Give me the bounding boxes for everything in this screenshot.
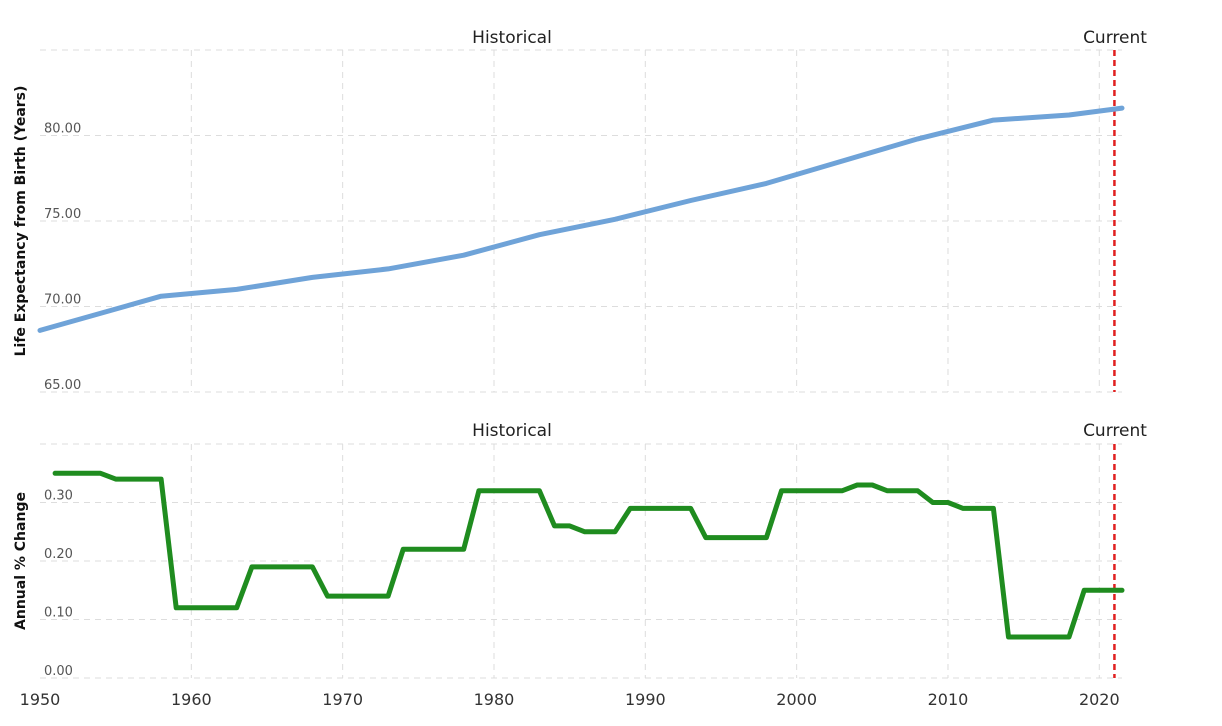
x-tick-label: 1980: [474, 690, 515, 709]
annual-change-ytick-label: 0.20: [44, 547, 73, 562]
life-expectancy-ytick-label: 65.00: [44, 378, 81, 393]
annual-change-ytick-label: 0.30: [44, 489, 73, 504]
x-tick-label: 2010: [928, 690, 969, 709]
life-expectancy-series-line: [37, 105, 1125, 333]
x-tick-label: 2000: [776, 690, 817, 709]
life-expectancy-historical-label: Historical: [472, 28, 552, 48]
life-expectancy-ytick-label: 75.00: [44, 207, 81, 222]
annual-change-ytick-label: 0.10: [44, 606, 73, 621]
x-tick-label: 2020: [1079, 690, 1120, 709]
x-tick-label: 1970: [322, 690, 363, 709]
annual-change-panel: 0.00 0.10 0.20 0.30 Annual % Change Historica…: [13, 421, 1147, 709]
life-expectancy-ytick-label: 80.00: [44, 122, 81, 137]
life-expectancy-panel: 65.00 70.00 75.00 80.00 Life Expectancy from…: [13, 28, 1147, 393]
annual-change-series-line: [52, 470, 1125, 640]
life-expectancy-ytick-label: 70.00: [44, 293, 81, 308]
annual-change-historical-label: Historical: [472, 421, 552, 441]
life-expectancy-ylabel: Life Expectancy from Birth (Years): [13, 86, 29, 357]
life-expectancy-current-label: Current: [1083, 28, 1147, 48]
x-tick-label: 1990: [625, 690, 666, 709]
annual-change-ylabel: Annual % Change: [13, 492, 29, 630]
x-tick-label: 1960: [171, 690, 212, 709]
x-tick-label: 1950: [20, 690, 61, 709]
annual-change-current-label: Current: [1083, 421, 1147, 441]
annual-change-ytick-label: 0.00: [44, 664, 73, 679]
